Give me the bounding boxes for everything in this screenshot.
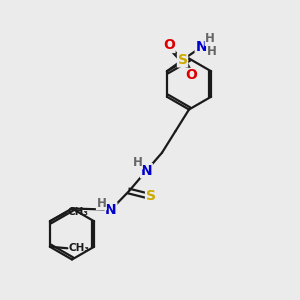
Text: S: S	[146, 190, 156, 203]
Text: H: H	[205, 32, 215, 45]
Text: O: O	[186, 68, 197, 83]
Text: H: H	[97, 196, 106, 210]
Text: H: H	[133, 156, 142, 169]
Text: H: H	[207, 45, 217, 58]
Text: S: S	[178, 53, 188, 67]
Text: N: N	[105, 203, 117, 217]
Text: N: N	[195, 40, 207, 54]
Text: N: N	[141, 164, 152, 178]
Text: O: O	[163, 38, 175, 52]
Text: CH₃: CH₃	[68, 207, 89, 217]
Text: CH₃: CH₃	[69, 243, 90, 253]
